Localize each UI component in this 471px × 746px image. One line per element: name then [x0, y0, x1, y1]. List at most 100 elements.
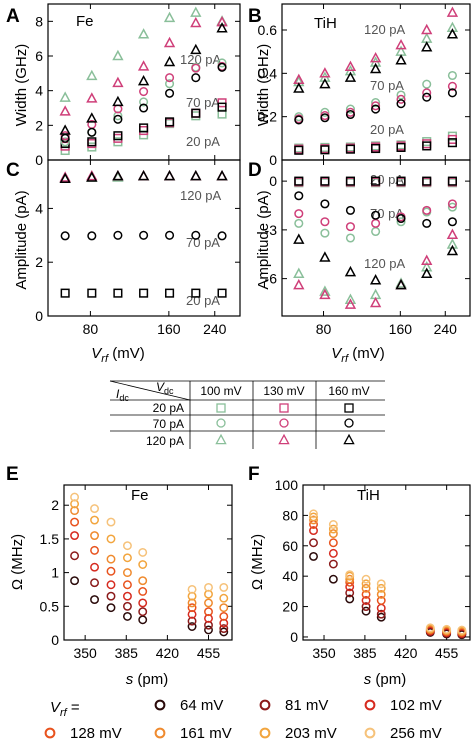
ytick-label-b: 0 — [269, 152, 277, 168]
data-point-b — [446, 28, 459, 39]
xlabel-s-left: s (pm) — [126, 671, 169, 688]
data-point-f — [345, 570, 355, 580]
data-point-d — [294, 176, 304, 186]
series-a-5 — [60, 62, 227, 143]
data-point-e — [204, 598, 213, 608]
vrf-legend-label: 161 mV — [180, 725, 232, 742]
xtick-label-d: 240 — [434, 321, 458, 337]
series-c-0 — [60, 288, 227, 298]
data-point-d — [320, 176, 330, 186]
series-a-8 — [59, 22, 228, 135]
data-point-d — [320, 217, 330, 227]
series-b-2 — [294, 138, 457, 155]
series-b-8 — [293, 28, 459, 93]
data-point-e — [90, 578, 99, 588]
plot-a: 0 2 4 6 8 — [35, 3, 241, 168]
data-point-d — [421, 261, 433, 272]
plot-e: 0 0.5 1 1.5 2 350 385 420 455 — [40, 484, 233, 661]
data-point-e — [90, 504, 99, 514]
xlabel-vrf-right-main: V — [331, 345, 343, 362]
data-point-f — [376, 596, 386, 605]
data-point-d — [396, 217, 406, 227]
data-point-a — [113, 131, 123, 141]
data-point-a — [59, 91, 71, 102]
data-point-b — [319, 77, 331, 89]
data-point-a — [190, 43, 202, 55]
data-point-b — [396, 94, 406, 104]
data-point-e — [219, 603, 229, 613]
label-20pa-d: 20 pA — [370, 172, 404, 187]
ytick-label-f: 80 — [282, 507, 298, 523]
data-point-d — [446, 244, 459, 256]
data-point-b — [396, 99, 406, 109]
xlabel-vrf-left: Vrf (mV) — [91, 345, 144, 365]
data-point-e — [138, 598, 148, 608]
data-point-d — [396, 176, 406, 186]
xtick-label-c: 80 — [83, 321, 99, 337]
data-point-a — [60, 137, 70, 147]
xlabel-vrf-right-sub: rf — [341, 353, 349, 365]
series-e-6 — [70, 492, 229, 594]
plot-f: 0 20 40 60 80 100 350 385 420 455 — [275, 477, 471, 661]
data-point-c — [216, 169, 228, 181]
legend-idc-sub: dc — [119, 393, 129, 403]
series-d-6 — [293, 238, 459, 304]
data-point-e — [219, 627, 229, 637]
data-point-c — [191, 288, 201, 298]
data-point-c — [217, 288, 227, 298]
xlabel-vrf-left-unit: (mV) — [108, 345, 145, 362]
panel-letter-c: C — [6, 160, 20, 181]
ytick-label-a: 6 — [35, 48, 43, 64]
data-point-a — [139, 86, 149, 97]
data-point-b — [395, 54, 407, 65]
data-point-a — [163, 11, 176, 23]
vrf-legend-marker — [364, 699, 376, 711]
data-point-a — [139, 123, 149, 133]
data-point-b — [294, 115, 304, 125]
ytick-label-a: 8 — [35, 13, 43, 29]
data-point-f — [345, 574, 355, 584]
data-point-d — [422, 176, 432, 186]
legend-table-marker — [344, 403, 354, 413]
data-point-a — [137, 28, 150, 39]
data-point-c — [217, 231, 227, 241]
data-point-b — [345, 104, 355, 114]
xlabel-s-right-main: s — [364, 671, 372, 688]
data-point-b — [447, 88, 457, 98]
ylabel-amp-d: Amplitude (pA) — [255, 190, 272, 289]
data-point-d — [447, 217, 457, 227]
data-point-c — [87, 288, 97, 298]
data-point-f — [309, 509, 318, 519]
data-point-e — [204, 607, 213, 617]
xlabel-vrf-right: Vrf (mV) — [331, 345, 384, 365]
xtick-label-e: 420 — [156, 645, 180, 661]
data-point-b — [319, 67, 331, 78]
legend-row-120pa: 120 pA — [146, 434, 184, 448]
series-b-5 — [294, 88, 457, 125]
data-point-e — [106, 554, 116, 564]
data-point-f — [328, 529, 338, 539]
vrf-legend-entries: 64 mV 81 mV 102 mV 128 mV 161 mV 203 mV 256 mV — [44, 697, 442, 742]
plot-b: 0 0.2 0.4 0.6 — [258, 3, 471, 168]
data-point-a — [191, 108, 201, 118]
xtick-label-c: 160 — [157, 321, 181, 337]
data-point-f — [328, 538, 338, 548]
data-point-e — [219, 582, 229, 592]
data-point-e — [70, 576, 80, 586]
vrf-legend-title-sub: rf — [60, 707, 68, 719]
ytick-label-c: 2 — [35, 254, 43, 270]
data-point-e — [122, 601, 132, 611]
data-point-c — [165, 230, 175, 240]
data-point-e — [138, 615, 148, 625]
data-point-f — [345, 588, 355, 598]
xlabel-s-right-unit: (pm) — [371, 671, 406, 688]
legend-table-marker — [344, 418, 354, 428]
data-point-c — [165, 288, 175, 298]
data-point-b — [294, 145, 304, 155]
data-point-f — [328, 524, 338, 534]
data-point-e — [90, 545, 99, 555]
data-point-b — [345, 109, 355, 120]
xtick-label-e: 350 — [73, 645, 97, 661]
data-point-a — [139, 103, 149, 113]
data-point-d — [369, 274, 382, 285]
